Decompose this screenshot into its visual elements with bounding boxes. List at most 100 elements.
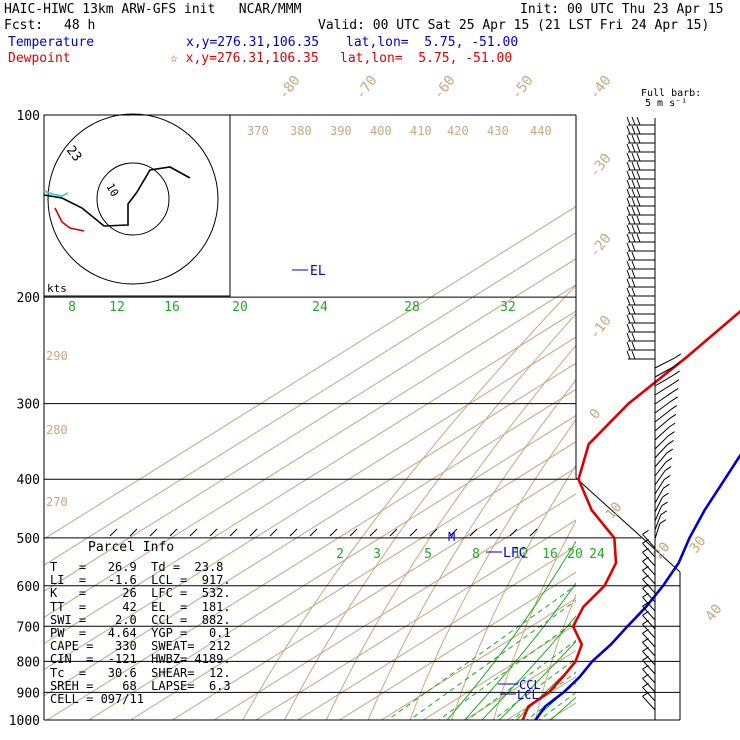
isotherm-label: -30 [587,151,615,181]
moist-adiabat-label: 28 [404,300,420,315]
temperature-label: Temperature [8,35,95,50]
wind-barb-flag [631,260,636,270]
theta-label: 390 [330,124,352,138]
wind-barb-flag [642,565,649,571]
temperature-xy: x,y=276.31,106.35 [186,35,320,50]
sounding-profiles [521,309,740,721]
wind-barb-flag [636,170,641,180]
pressure-tick-label: 1000 [9,714,40,729]
hatch-mark [369,528,378,537]
wind-barb-flag [642,574,649,580]
isotherm-label: -10 [587,313,615,343]
mixing-ratio-label: 2 [336,547,344,562]
theta-label: 420 [447,124,469,138]
wind-barb-flag [636,125,641,135]
hodograph-outer-ring [47,113,219,285]
hodograph-trace-low [54,207,85,232]
wind-barb-flag [663,483,670,489]
wind-barb [642,641,656,657]
wind-barb-flag [661,501,668,507]
wind-barb [642,569,656,585]
hatch-mark [449,528,458,537]
dry-adiabat-line [367,379,576,720]
parcel-info-row: CIN = -121 HWBZ= 4189. [50,652,231,667]
hatch-mark [429,528,438,537]
mixing-ratio-label: 12 [513,547,529,562]
pressure-tick-label: 500 [17,532,40,547]
wind-barb-flag [626,269,631,279]
hatch-mark [149,528,158,537]
wind-barb-flag [631,215,636,225]
wind-barb-flag [631,305,636,315]
isotherm-label: -60 [431,73,459,103]
barb-key-line1: Full barb: [641,88,701,99]
wind-barb [654,409,672,423]
pressure-tick-label: 900 [17,686,40,701]
theta-label: 400 [370,124,392,138]
wind-barb-flag [631,161,636,171]
hatch-mark [329,528,338,537]
wind-barb-flag [631,242,636,252]
wind-barb-flag [671,396,678,402]
wind-barb-flag [636,206,641,216]
dewpoint-xy: ☆ x,y=276.31,106.35 [170,51,319,66]
wind-barb-flag [636,116,641,126]
wind-barb [642,695,656,711]
dry-adiabat-line [575,115,740,733]
mixing-ratio-line [408,599,576,720]
temperature-latlon: lat,lon= 5.75, -51.00 [346,35,519,50]
valid-text: Valid: 00 UTC Sat 25 Apr 15 (21 LST Fri … [318,18,710,33]
wind-barb [654,444,668,459]
hodograph-inset: 23 10 kts [43,113,231,297]
wind-barb [642,668,656,684]
wind-barb-flag [626,323,631,333]
pressure-tick-label: 200 [17,291,40,306]
mixing-ratio-line [466,639,576,720]
parcel-info-row: PW = 4.64 YGP = 0.1 [50,625,231,640]
wind-barb-flag [626,125,631,135]
wind-barb-flag [665,457,673,463]
diagram-background-lines [44,115,740,733]
wind-barb [654,514,662,531]
wind-barb-flag [672,379,680,385]
wind-barb [642,551,656,567]
wind-barb-flag [668,431,675,437]
mixing-ratio-label: 20 [567,547,583,562]
wind-barb-flag [631,116,636,126]
isotherm-label: 0 [587,406,605,422]
isotherm-line [46,388,576,720]
isotherm-line [338,571,576,720]
dry-adiabat-line [493,519,576,720]
pressure-tick-label: 800 [17,655,40,670]
fcst-value: 48 h [64,18,96,33]
hatch-mark [129,528,138,537]
moist-adiabat-label: 8 [68,300,76,315]
isotherm-line [612,115,740,733]
wind-barb-flag [626,242,631,252]
moist-adiabat-label: 24 [312,300,328,315]
moist-adiabat-line [463,582,576,720]
isotherm-line [44,284,576,618]
wind-barb-flag [673,370,680,376]
wind-barb [642,533,656,549]
wind-barb [642,587,656,603]
barb-key-line2: 5 m s⁻¹ [645,98,687,109]
wind-barb-flag [631,278,636,288]
dry-adiabat-line [702,115,740,733]
lfc-marker: LFC [503,546,526,561]
wind-barb-flag [669,413,677,419]
mixing-ratio-line [538,691,576,720]
wind-barb-flag [626,332,631,342]
wind-barb [654,523,661,540]
wind-barb-flag [642,592,649,598]
pressure-tick-label: 400 [17,473,40,488]
wind-barb [654,374,674,387]
wind-barb-flag [631,350,636,360]
wind-barb-flag [626,134,631,144]
wind-barb-flag [642,547,649,553]
wind-barb-flag [636,188,641,198]
wind-barb-flag [642,601,649,607]
hodograph-inner-ring [96,162,170,236]
wind-barb [642,560,656,576]
isotherm-label: -70 [353,73,381,103]
